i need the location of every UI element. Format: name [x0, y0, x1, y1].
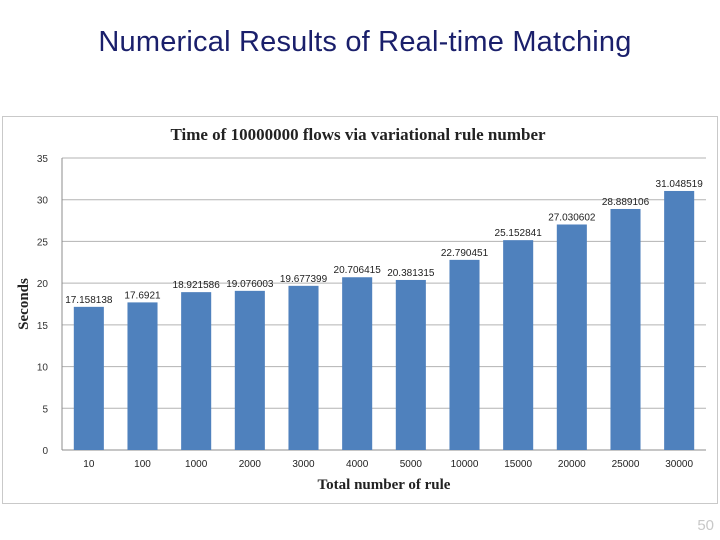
- page-number: 50: [697, 517, 714, 534]
- data-label: 20.381315: [387, 268, 435, 279]
- x-tick-label: 20000: [558, 459, 586, 470]
- x-tick-label: 3000: [292, 459, 315, 470]
- x-tick-label: 2000: [239, 459, 262, 470]
- bar: [73, 306, 104, 450]
- x-tick-label: 25000: [612, 459, 640, 470]
- data-label: 19.677399: [280, 274, 328, 285]
- x-tick-label: 1000: [185, 459, 208, 470]
- y-tick-label: 35: [37, 154, 49, 165]
- data-label: 27.030602: [548, 212, 596, 223]
- y-tick-label: 15: [37, 321, 49, 332]
- chart-title: Time of 10000000 flows via variational r…: [170, 125, 546, 144]
- data-label: 22.790451: [441, 248, 489, 259]
- data-label: 19.076003: [226, 279, 274, 290]
- data-label: 20.706415: [334, 265, 382, 276]
- y-tick-label: 0: [42, 446, 48, 457]
- x-tick-label: 30000: [665, 459, 693, 470]
- y-axis-label: Seconds: [16, 278, 32, 330]
- bar: [342, 277, 373, 450]
- data-label: 18.921586: [173, 280, 221, 291]
- data-label: 17.158138: [65, 295, 113, 306]
- bar: [503, 240, 534, 450]
- y-tick-label: 5: [42, 404, 48, 415]
- y-tick-label: 20: [37, 279, 49, 290]
- bar: [234, 290, 265, 450]
- data-label: 17.6921: [124, 290, 161, 301]
- bar: [395, 279, 426, 450]
- y-tick-label: 25: [37, 237, 49, 248]
- x-tick-label: 10000: [451, 459, 479, 470]
- x-axis-label: Total number of rule: [318, 477, 451, 493]
- x-tick-label: 100: [134, 459, 151, 470]
- y-tick-label: 30: [37, 196, 49, 207]
- bar: [181, 292, 212, 450]
- x-tick-label: 5000: [400, 459, 423, 470]
- y-tick-label: 10: [37, 363, 49, 374]
- bar: [127, 302, 158, 450]
- bar: [556, 224, 587, 450]
- x-tick-label: 15000: [504, 459, 532, 470]
- data-label: 25.152841: [495, 228, 543, 239]
- x-tick-label: 4000: [346, 459, 369, 470]
- slide-title: Numerical Results of Real-time Matching: [98, 26, 632, 58]
- bar: [664, 190, 695, 450]
- data-label: 28.889106: [602, 197, 650, 208]
- bar: [610, 208, 641, 450]
- data-label: 31.048519: [656, 179, 704, 190]
- x-tick-label: 10: [83, 459, 95, 470]
- bar: [288, 285, 319, 450]
- bar: [449, 259, 480, 450]
